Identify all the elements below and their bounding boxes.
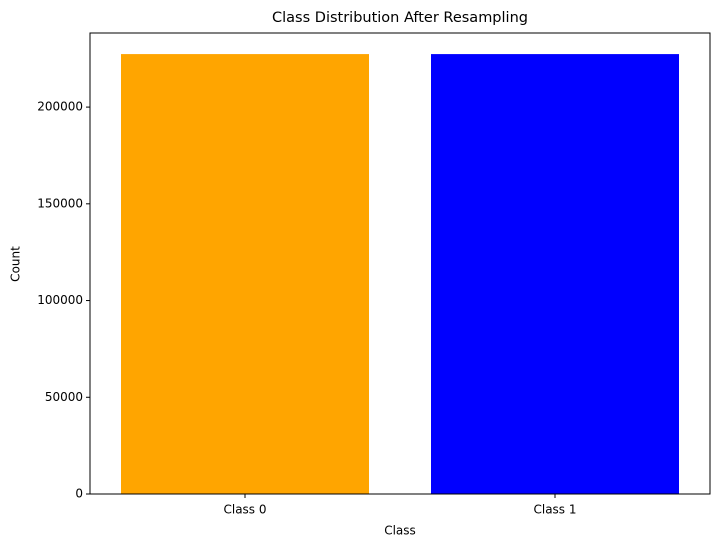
- x-tick-label: Class 1: [533, 503, 576, 517]
- plot-area: 0 50000 100000 150000 200000 Class 0 Class 1: [37, 54, 679, 517]
- x-axis-label: Class: [384, 524, 416, 538]
- y-tick-label: 0: [75, 487, 83, 501]
- x-tick-label: Class 0: [223, 503, 266, 517]
- y-tick-label: 100000: [37, 293, 83, 307]
- y-tick-label: 150000: [37, 196, 83, 210]
- bar: [431, 54, 679, 494]
- y-tick-label: 200000: [37, 100, 83, 114]
- y-tick-label: 50000: [45, 390, 83, 404]
- chart-title: Class Distribution After Resampling: [272, 10, 528, 26]
- y-axis-label: Count: [9, 246, 23, 282]
- bar: [121, 54, 369, 494]
- axes-frame: [89, 32, 711, 495]
